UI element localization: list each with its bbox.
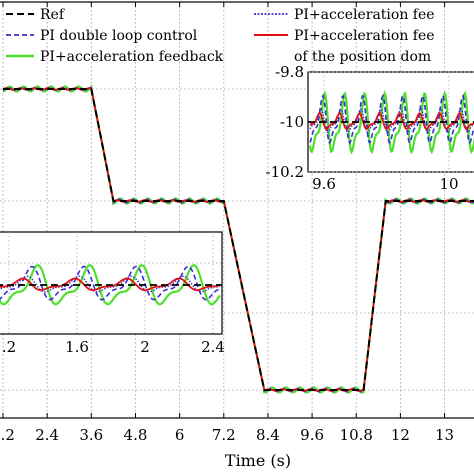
inset1-series-red	[309, 112, 474, 130]
legend-label-line2: of the position dom	[294, 49, 431, 65]
inset2-series-red	[0, 277, 221, 292]
plot-frame	[0, 1, 474, 419]
inset1-x-tick-label: 9.6	[312, 175, 336, 193]
x-tick-label: 3.6	[79, 426, 103, 444]
series-ref	[3, 88, 474, 391]
x-tick-label: 9.6	[300, 426, 324, 444]
x-tick-label: 10.8	[340, 426, 373, 444]
series-pi-acceleration-feedback	[2, 84, 474, 394]
x-tick-label: 2.4	[35, 426, 59, 444]
x-tick-label: 6	[175, 426, 185, 444]
x-tick-label: 4.8	[124, 426, 148, 444]
inset2-x-tick-label: 1.6	[65, 338, 89, 356]
inset2-frame	[0, 231, 223, 335]
inset-middle-left: .2 1.6 2 2.4	[0, 231, 225, 356]
x-tick-label: 13	[435, 426, 454, 444]
inset1-y-tick-label: -9.8	[275, 63, 304, 81]
x-tick-label: 12	[391, 426, 410, 444]
main-x-ticks: 1.2 2.4 3.6 4.8 6 7.2 8.4 9.6 10.8 12 13	[0, 426, 454, 444]
inset-top-right: -10.2 -10 -9.8 9.6 10	[266, 63, 474, 193]
legend-label: PI double loop control	[40, 28, 198, 44]
legend-label: PI+acceleration fee	[294, 7, 435, 23]
inset1-y-tick-label: -10.2	[266, 163, 304, 181]
main-series	[2, 84, 474, 394]
legend-label: PI+acceleration fee	[294, 28, 435, 44]
inset2-x-tick-label: .2	[2, 338, 16, 356]
inset2-series-blue-dashed	[0, 265, 221, 301]
legend-label: Ref	[40, 7, 66, 23]
x-tick-label: 8.4	[256, 426, 280, 444]
inset2-x-tick-label: 2.4	[201, 338, 225, 356]
inset1-x-tick-label: 10	[439, 175, 458, 193]
inset2-series-blue-dotted	[0, 275, 221, 293]
inset2-x-tick-label: 2	[140, 338, 150, 356]
legend-label: PI+acceleration feedback	[40, 49, 224, 65]
main-grid	[0, 1, 474, 419]
x-axis-title: Time (s)	[225, 451, 291, 470]
x-tick-label: 1.2	[0, 426, 15, 444]
inset1-series-blue-dashed	[309, 93, 474, 145]
inset1-y-tick-label: -10	[280, 113, 304, 131]
legend: Ref PI double loop control PI+acceleration…	[6, 7, 435, 65]
x-tick-label: 7.2	[212, 426, 236, 444]
